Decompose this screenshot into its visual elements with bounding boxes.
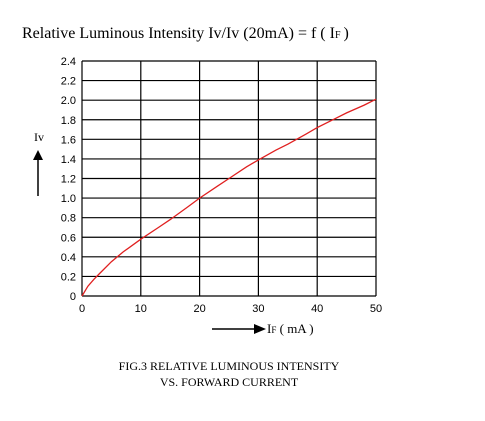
x-tick-label: 20 — [193, 303, 205, 315]
y-tick-label: 0.2 — [61, 271, 76, 283]
y-axis-arrow-icon — [33, 150, 43, 196]
y-tick-label: 1.6 — [61, 134, 76, 146]
x-tick-label: 10 — [135, 303, 147, 315]
caption-line-2: VS. FORWARD CURRENT — [160, 375, 299, 389]
y-tick-label: 1.2 — [61, 174, 76, 186]
y-tick-label: 2.4 — [61, 56, 76, 68]
caption-line-1: FIG.3 RELATIVE LUMINOUS INTENSITY — [119, 359, 340, 373]
y-tick-label: 1.4 — [61, 154, 76, 166]
x-tick-label: 30 — [252, 303, 264, 315]
y-tick-label: 2.2 — [61, 76, 76, 88]
x-tick-label: 40 — [311, 303, 323, 315]
y-tick-label: 2.0 — [61, 95, 76, 107]
series-group — [81, 98, 377, 297]
x-tick-label: 50 — [370, 303, 382, 315]
y-axis-label: Iv — [34, 130, 44, 144]
series-line — [81, 98, 377, 297]
y-tick-label: 0.4 — [61, 252, 76, 264]
grid — [81, 60, 377, 297]
x-axis-arrow-icon — [212, 324, 266, 334]
y-tick-label: 1.0 — [61, 193, 76, 205]
x-axis-label: IF ( mA ) — [267, 321, 314, 336]
y-tick-labels: 0 0.2 0.4 0.6 0.8 1.0 1.2 1.4 1.6 1.8 2.0 2.2 2.4 — [61, 56, 76, 303]
y-tick-label: 0.6 — [61, 232, 76, 244]
y-tick-label: 1.8 — [61, 115, 76, 127]
y-tick-label: 0 — [70, 291, 76, 303]
chart-title: Relative Luminous Intensity Iv/Iv (20mA)… — [22, 25, 349, 42]
x-tick-labels: 0 10 20 30 40 50 — [79, 303, 382, 315]
y-tick-label: 0.8 — [61, 213, 76, 225]
x-tick-label: 0 — [79, 303, 85, 315]
